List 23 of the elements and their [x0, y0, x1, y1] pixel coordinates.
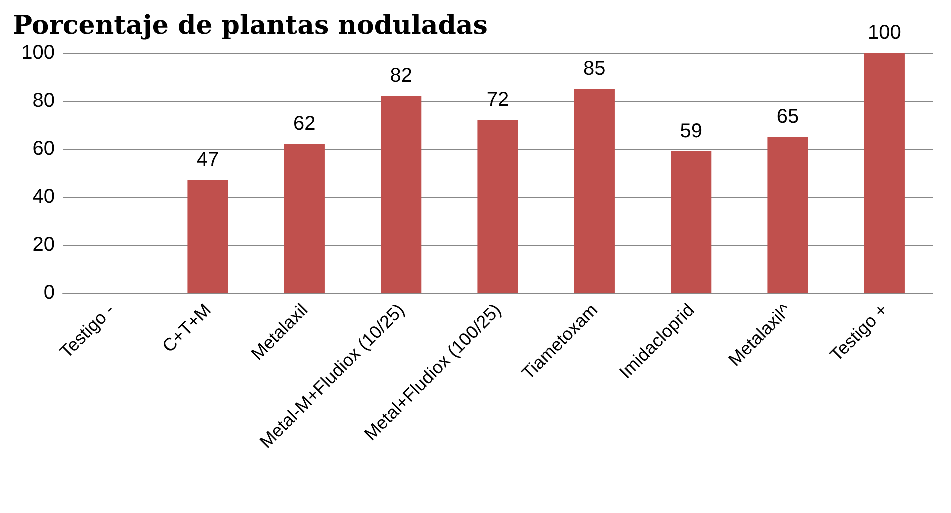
bar — [768, 137, 808, 293]
bar — [284, 144, 325, 293]
y-tick-label: 20 — [32, 234, 55, 256]
bar — [671, 151, 712, 293]
data-label: 100 — [868, 22, 902, 44]
y-tick-label: 100 — [22, 42, 55, 64]
y-tick-label: 40 — [32, 186, 55, 208]
data-label: 59 — [680, 120, 702, 142]
data-label: 62 — [294, 113, 316, 136]
data-label: 72 — [486, 89, 510, 112]
y-tick-label: 60 — [32, 138, 55, 160]
bar — [574, 89, 615, 293]
bar — [381, 96, 422, 293]
data-label: 85 — [584, 58, 606, 80]
data-label: 82 — [390, 65, 412, 88]
y-tick-label: 80 — [32, 90, 55, 112]
data-label: 47 — [196, 149, 220, 172]
bar — [478, 120, 518, 293]
bar — [188, 180, 228, 293]
y-tick-label: 0 — [44, 282, 55, 304]
chart-title: Porcentaje de plantas noduladas — [13, 11, 488, 41]
data-label: 65 — [776, 106, 800, 128]
bar — [864, 53, 905, 293]
